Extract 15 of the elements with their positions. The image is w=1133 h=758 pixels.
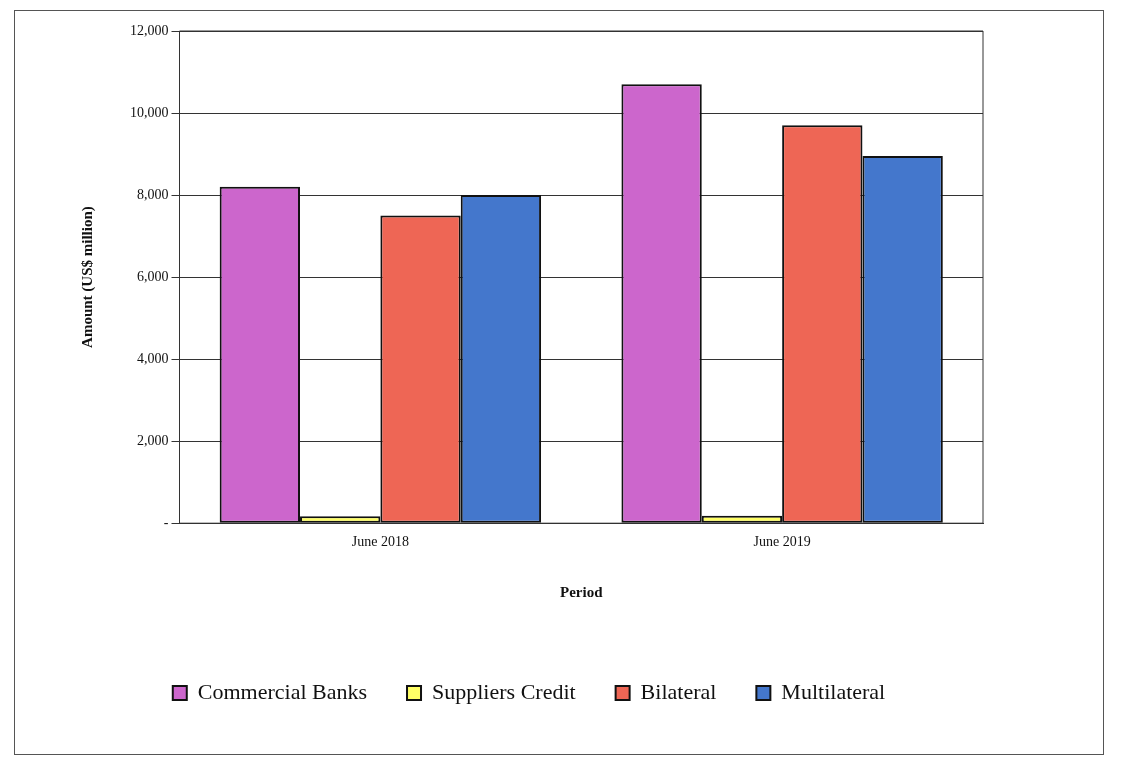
y-tick-label: - [163, 514, 169, 530]
y-tick-label: 6,000 [137, 268, 169, 284]
x-tick-label: June 2019 [753, 534, 811, 550]
y-tick-label: 12,000 [130, 22, 169, 38]
y-tick-label: 2,000 [137, 432, 169, 448]
y-axis-title: Amount (US$ million) [78, 206, 96, 348]
legend-label: Suppliers Credit [432, 678, 576, 704]
y-tick-label: 8,000 [137, 186, 169, 202]
legend-label: Multilateral [781, 678, 886, 704]
legend-label: Commercial Banks [197, 678, 368, 704]
legend-label: Bilateral [640, 678, 717, 704]
y-tick-label: 4,000 [137, 350, 169, 366]
x-axis-title: Period [560, 583, 604, 600]
x-tick-label: June 2018 [351, 534, 409, 550]
y-tick-label: 10,000 [130, 104, 169, 120]
